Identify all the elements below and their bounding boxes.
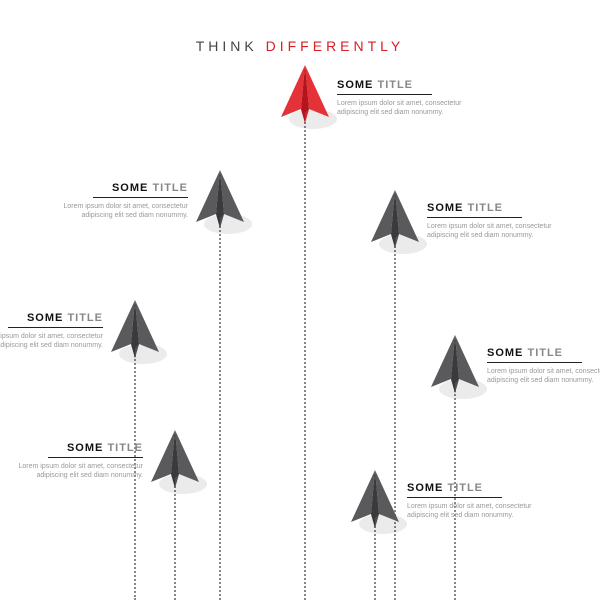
- plane-trail: [304, 117, 306, 600]
- caption-title: SOME TITLE: [8, 312, 103, 328]
- caption-body: Lorem ipsum dolor sit amet, consectetur …: [427, 222, 557, 241]
- plane-trail: [374, 522, 376, 600]
- caption-title: SOME TITLE: [48, 442, 143, 458]
- caption-block: SOME TITLE Lorem ipsum dolor sit amet, co…: [13, 438, 143, 481]
- caption-title: SOME TITLE: [93, 182, 188, 198]
- caption-block: SOME TITLE Lorem ipsum dolor sit amet, co…: [487, 343, 600, 386]
- paper-plane-icon: [111, 300, 159, 363]
- caption-block: SOME TITLE Lorem ipsum dolor sit amet, co…: [0, 308, 103, 351]
- caption-body: Lorem ipsum dolor sit amet, consectetur …: [13, 462, 143, 481]
- caption-body: Lorem ipsum dolor sit amet, consectetur …: [337, 99, 467, 118]
- plane-trail: [219, 222, 221, 600]
- paper-plane-icon: [281, 65, 329, 128]
- paper-plane-icon: [431, 335, 479, 398]
- caption-title: SOME TITLE: [337, 79, 432, 95]
- paper-plane-icon: [196, 170, 244, 233]
- caption-title: SOME TITLE: [487, 347, 582, 363]
- caption-title: SOME TITLE: [427, 202, 522, 218]
- caption-body: Lorem ipsum dolor sit amet, consectetur …: [0, 332, 103, 351]
- plane-trail: [174, 482, 176, 600]
- title-word-1: THINK: [196, 38, 258, 54]
- caption-block: SOME TITLE Lorem ipsum dolor sit amet, co…: [427, 198, 557, 241]
- caption-title: SOME TITLE: [407, 482, 502, 498]
- title-word-2: DIFFERENTLY: [266, 38, 405, 54]
- paper-plane-icon: [151, 430, 199, 493]
- caption-body: Lorem ipsum dolor sit amet, consectetur …: [58, 202, 188, 221]
- plane-trail: [394, 242, 396, 600]
- paper-plane-icon: [371, 190, 419, 253]
- paper-plane-icon: [351, 470, 399, 533]
- caption-body: Lorem ipsum dolor sit amet, consectetur …: [487, 367, 600, 386]
- caption-body: Lorem ipsum dolor sit amet, consectetur …: [407, 502, 537, 521]
- caption-block: SOME TITLE Lorem ipsum dolor sit amet, co…: [407, 478, 537, 521]
- page-title: THINK DIFFERENTLY: [0, 38, 600, 54]
- caption-block: SOME TITLE Lorem ipsum dolor sit amet, co…: [58, 178, 188, 221]
- caption-block: SOME TITLE Lorem ipsum dolor sit amet, co…: [337, 75, 467, 118]
